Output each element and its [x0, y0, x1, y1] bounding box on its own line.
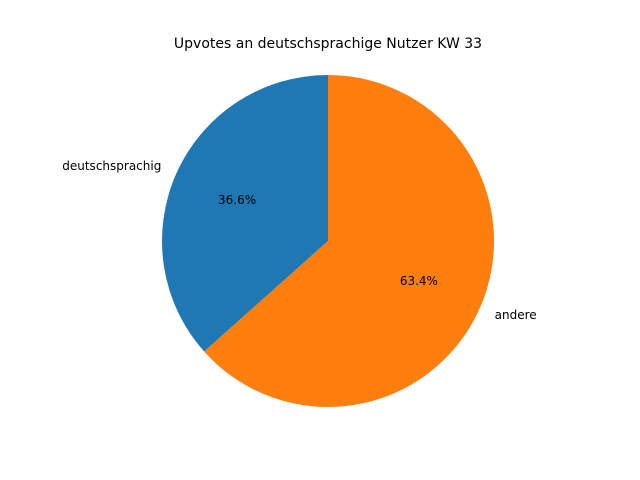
value-label: 63.4% [400, 274, 438, 288]
value-label: 36.6% [218, 193, 256, 207]
chart-title: Upvotes an deutschsprachige Nutzer KW 33 [174, 36, 482, 52]
pie-slice [204, 75, 494, 408]
pie-slice [162, 75, 328, 352]
slice-label: deutschsprachig [62, 159, 161, 173]
slice-label: andere [495, 308, 537, 322]
